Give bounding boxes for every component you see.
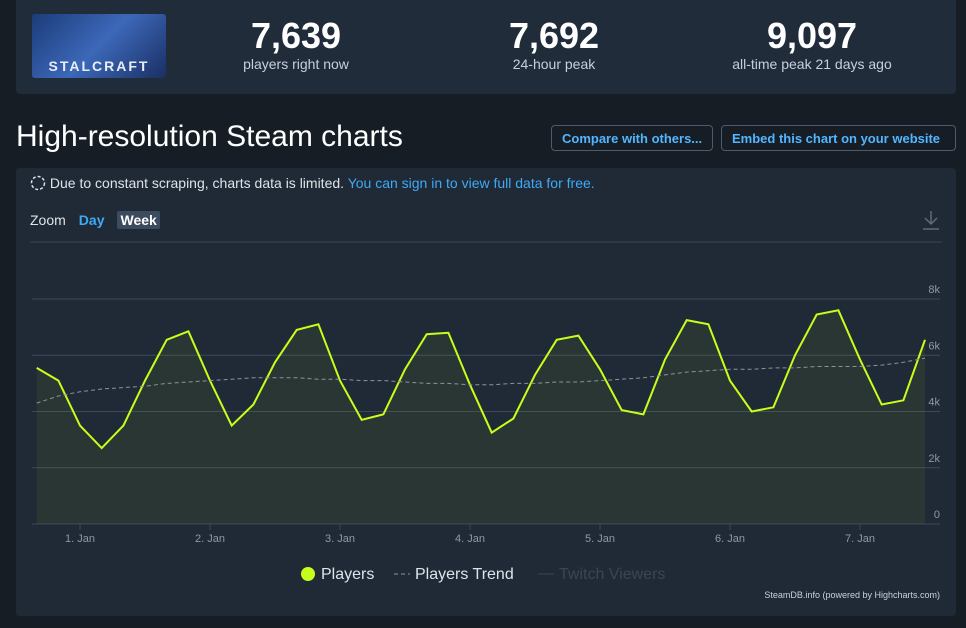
credits: SteamDB.info (powered by Highcharts.com)	[764, 590, 940, 600]
zoom: Zoom Day Week	[30, 211, 160, 229]
y-tick-label: 2k	[928, 453, 940, 465]
notice: Due to constant scraping, charts data is…	[30, 175, 595, 191]
heading: High-resolution Steam charts	[16, 120, 403, 153]
download-icon[interactable]	[920, 208, 942, 232]
series-line	[36, 357, 926, 404]
notice-text: Due to constant scraping, charts data is…	[49, 175, 345, 191]
legend-label: Players	[321, 566, 374, 583]
area	[36, 310, 926, 524]
stat: 9,097 all-time peak 21 days ago	[702, 15, 922, 73]
x-tick-label: 4. Jan	[455, 533, 485, 545]
zoom-week[interactable]: Week	[117, 211, 160, 229]
y-tick-label: 4k	[928, 397, 940, 409]
y-tick-label: 0	[934, 509, 940, 521]
legend-item[interactable]: Twitch Viewers	[538, 566, 665, 583]
x-tick-label: 3. Jan	[325, 533, 355, 545]
compare-button[interactable]: Compare with others...	[551, 125, 714, 151]
legend-label: Twitch Viewers	[559, 566, 665, 583]
x-tick-label: 6. Jan	[715, 533, 745, 545]
game-logo[interactable]: STALCRAFT	[32, 14, 166, 78]
spinner-icon	[30, 175, 46, 191]
x-tick-label: 1. Jan	[65, 533, 95, 545]
zoom-day[interactable]: Day	[78, 212, 105, 228]
legend-item[interactable]: Players	[301, 566, 374, 583]
stat-label: 24-hour peak	[512, 56, 596, 72]
x-tick-label: 5. Jan	[585, 533, 615, 545]
stat-label: all-time peak 21 days ago	[732, 56, 892, 72]
stats-card: STALCRAFT 7,639 players right now 7,692 24…	[16, 0, 956, 94]
stat-value: 7,639	[250, 15, 342, 56]
y-tick-label: 8k	[928, 284, 940, 296]
legend-label: Players Trend	[415, 566, 514, 583]
legend-item[interactable]: Players Trend	[394, 566, 514, 583]
stat-value: 9,097	[766, 15, 858, 56]
series-line	[36, 309, 926, 450]
stat: 7,639 players right now	[186, 15, 406, 73]
stat: 7,692 24-hour peak	[444, 15, 664, 73]
stat-value: 7,692	[508, 15, 600, 56]
zoom-label: Zoom	[30, 212, 66, 228]
x-tick-label: 7. Jan	[845, 533, 875, 545]
embed-button[interactable]: Embed this chart on your website	[721, 125, 956, 151]
stat-label: players right now	[243, 56, 349, 72]
chart-panel: Due to constant scraping, charts data is…	[16, 168, 956, 616]
legend-symbol	[301, 567, 315, 581]
sign-in-link[interactable]: You can sign in to view full data for fr…	[347, 175, 595, 191]
x-tick-label: 2. Jan	[195, 533, 225, 545]
chart: SteamDB.info (powered by Highcharts.com)…	[30, 241, 942, 600]
y-tick-label: 6k	[928, 340, 940, 352]
